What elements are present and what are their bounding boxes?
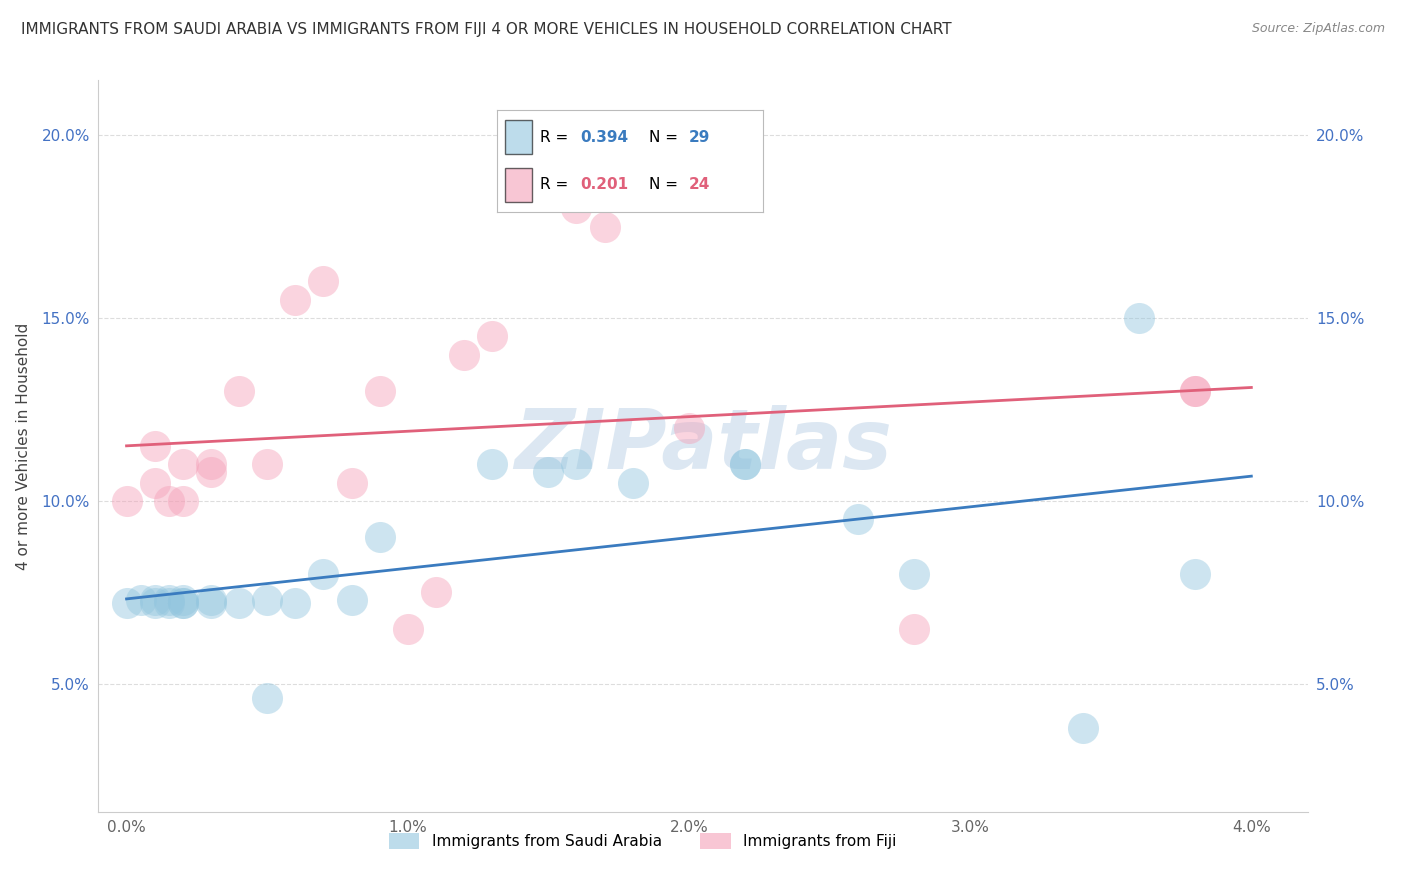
Point	[1184, 384, 1206, 398]
Point	[172, 596, 194, 610]
Point	[903, 622, 925, 636]
Point	[157, 596, 180, 610]
Point	[425, 585, 447, 599]
Point	[200, 596, 222, 610]
Point	[453, 347, 475, 362]
Point	[172, 494, 194, 508]
Point	[256, 592, 278, 607]
Y-axis label: 4 or more Vehicles in Household: 4 or more Vehicles in Household	[15, 322, 31, 570]
Point	[228, 384, 250, 398]
Point	[481, 329, 503, 343]
Point	[143, 475, 166, 490]
Point	[284, 596, 307, 610]
Point	[734, 457, 756, 471]
Point	[340, 592, 363, 607]
Point	[1071, 721, 1094, 735]
Point	[200, 457, 222, 471]
Point	[621, 475, 644, 490]
Point	[565, 457, 588, 471]
Point	[284, 293, 307, 307]
Text: Source: ZipAtlas.com: Source: ZipAtlas.com	[1251, 22, 1385, 36]
Text: IMMIGRANTS FROM SAUDI ARABIA VS IMMIGRANTS FROM FIJI 4 OR MORE VEHICLES IN HOUSE: IMMIGRANTS FROM SAUDI ARABIA VS IMMIGRAN…	[21, 22, 952, 37]
Point	[903, 567, 925, 582]
Point	[1184, 384, 1206, 398]
Point	[256, 691, 278, 706]
Point	[143, 439, 166, 453]
Legend: Immigrants from Saudi Arabia, Immigrants from Fiji: Immigrants from Saudi Arabia, Immigrants…	[382, 827, 903, 855]
Point	[734, 457, 756, 471]
Point	[157, 592, 180, 607]
Point	[129, 592, 152, 607]
Point	[340, 475, 363, 490]
Point	[256, 457, 278, 471]
Point	[1128, 311, 1150, 326]
Point	[115, 596, 138, 610]
Point	[157, 494, 180, 508]
Point	[481, 457, 503, 471]
Point	[368, 384, 391, 398]
Point	[115, 494, 138, 508]
Point	[368, 530, 391, 544]
Point	[565, 201, 588, 215]
Point	[200, 465, 222, 479]
Point	[312, 274, 335, 288]
Point	[172, 457, 194, 471]
Point	[846, 512, 869, 526]
Point	[143, 596, 166, 610]
Point	[593, 219, 616, 234]
Text: ZIPatlas: ZIPatlas	[515, 406, 891, 486]
Point	[172, 592, 194, 607]
Point	[143, 592, 166, 607]
Point	[1184, 567, 1206, 582]
Point	[678, 421, 700, 435]
Point	[312, 567, 335, 582]
Point	[228, 596, 250, 610]
Point	[172, 596, 194, 610]
Point	[537, 465, 560, 479]
Point	[396, 622, 419, 636]
Point	[200, 592, 222, 607]
